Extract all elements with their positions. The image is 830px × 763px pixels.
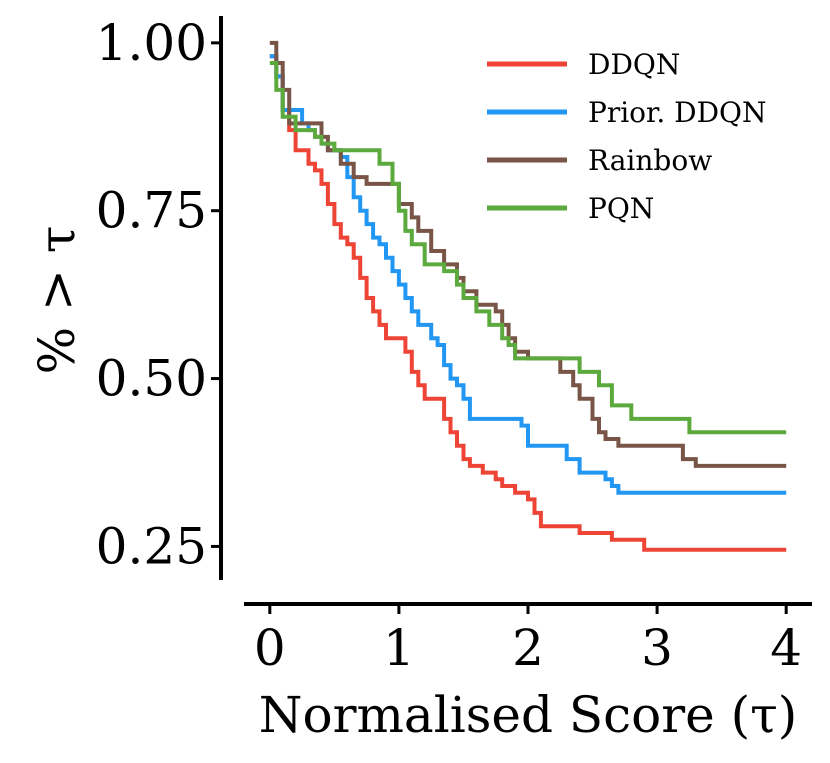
series-line-pqn [269,61,787,435]
y-tick-label: 0.75 [96,182,207,240]
x-tick-label: 1 [383,619,415,677]
x-tick-label: 3 [641,619,673,677]
y-axis: 0.25 0.50 0.75 1.00 [96,14,223,580]
x-axis-title: Normalised Score (τ) [259,686,798,744]
series-line-ddqn [269,54,787,552]
y-tick-label: 1.00 [96,14,207,72]
legend-label-rainbow: Rainbow [588,144,712,177]
x-tick-label: 0 [254,619,286,677]
y-tick-label: 0.25 [96,517,207,575]
y-tick-label: 0.50 [96,350,207,408]
legend-label-ddqn: DDQN [588,48,680,81]
legend-label-pqn: PQN [588,192,654,225]
x-tick-label: 2 [512,619,544,677]
legend-label-prior-ddqn: Prior. DDQN [588,96,767,129]
x-tick-label: 4 [770,619,802,677]
y-axis-title: % > τ [28,226,86,375]
series-layer [269,40,787,552]
x-axis: 0 1 2 3 4 [244,602,812,677]
legend: DDQN Prior. DDQN Rainbow PQN [487,48,767,225]
